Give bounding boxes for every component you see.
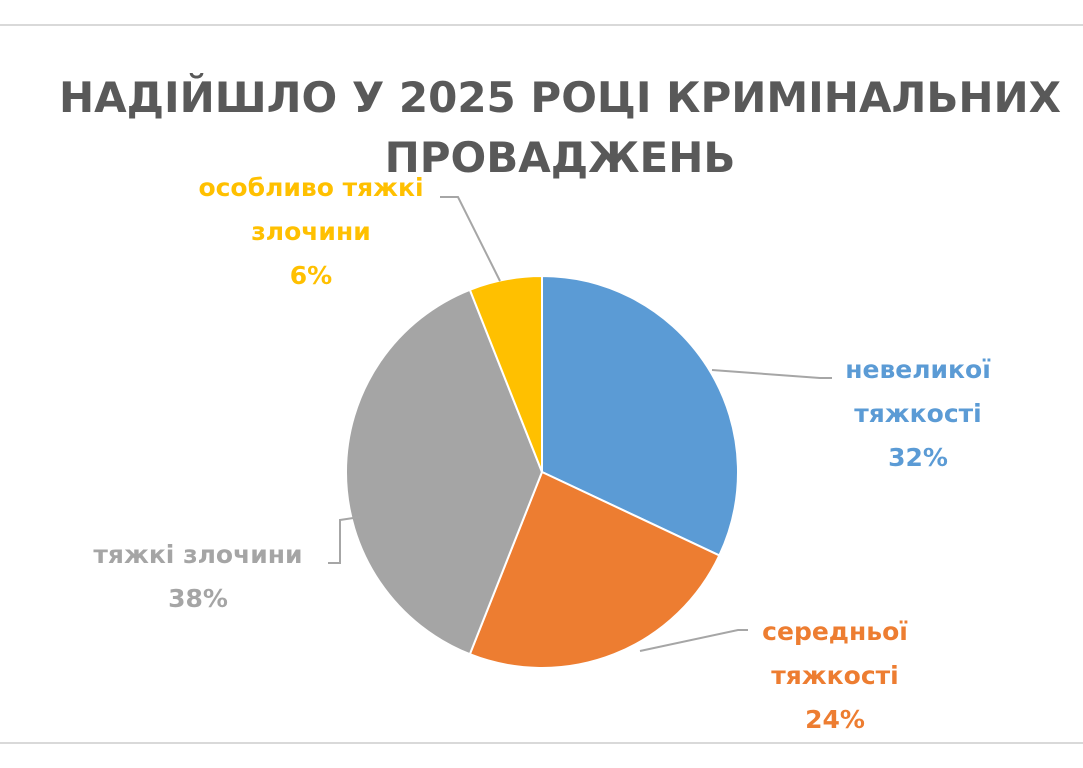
chart-title-line-1: НАДІЙШЛО У 2025 РОЦІ КРИМІНАЛЬНИХ (59, 72, 1061, 122)
slice-category-label-1: тяжкості (854, 399, 981, 428)
pie-slice-3 (345, 288, 544, 656)
slice-category-label-4: особливо тяжкі (198, 173, 423, 202)
slice-percent-label-2: 24% (805, 705, 865, 734)
leader-line-3 (328, 516, 361, 564)
chart-bottom-border (0, 742, 1083, 744)
slice-percent-label-4: 6% (290, 261, 332, 290)
pie-slice-2 (468, 470, 721, 669)
pie-slice-1 (541, 274, 739, 557)
slice-category-label-3: тяжкі злочини (93, 540, 302, 569)
slice-labels: невеликої тяжкості 32% середньої тяжкості 24%… (93, 173, 991, 734)
slice-category-label-1: невеликої (845, 355, 991, 384)
slice-category-label-2: середньої (762, 617, 908, 646)
pie-slices (345, 274, 739, 669)
leader-line-2 (639, 629, 748, 652)
leader-line-4 (440, 196, 501, 282)
slice-percent-label-1: 32% (888, 443, 948, 472)
chart-top-border (0, 24, 1083, 26)
chart-title-line-2: ПРОВАДЖЕНЬ (385, 133, 736, 182)
pie-slice-4 (468, 274, 543, 473)
slice-category-label-2: тяжкості (771, 661, 898, 690)
leader-line-1 (711, 369, 832, 379)
leader-lines (328, 196, 832, 652)
slice-category-label-4: злочини (251, 217, 370, 246)
slice-percent-label-3: 38% (168, 584, 228, 613)
